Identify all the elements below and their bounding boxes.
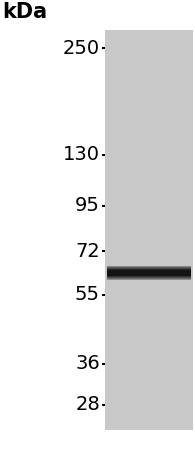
Bar [107,266,191,279]
Text: 130: 130 [63,145,100,164]
Text: 95: 95 [75,197,100,216]
Bar [105,30,193,430]
Bar [107,266,191,280]
Bar [107,267,191,278]
Bar [107,267,191,279]
Bar [107,270,191,276]
Bar [107,267,191,279]
Bar [107,269,191,277]
Bar [107,268,191,278]
Bar [107,266,191,279]
Text: 250: 250 [63,39,100,58]
Bar [107,269,191,276]
Bar [107,270,191,276]
Text: 55: 55 [75,285,100,305]
Text: 72: 72 [75,242,100,261]
Bar [107,266,191,280]
Text: 36: 36 [75,355,100,374]
Bar [107,268,191,278]
Bar [107,269,191,277]
Text: 28: 28 [75,396,100,414]
Bar [107,268,191,277]
Text: kDa: kDa [2,2,47,22]
